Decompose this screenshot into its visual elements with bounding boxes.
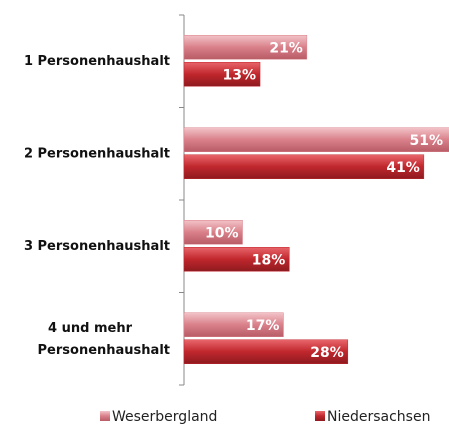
category-label: 2 Personenhaushalt xyxy=(24,146,170,161)
bar xyxy=(183,247,290,272)
category-label: 4 und mehr Personenhaushalt xyxy=(38,320,170,357)
value-label: 28% xyxy=(310,345,344,361)
bar xyxy=(183,62,261,87)
value-label: 18% xyxy=(252,252,286,268)
value-label: 21% xyxy=(269,40,303,56)
legend-swatch xyxy=(315,411,325,421)
bar xyxy=(183,127,449,152)
value-label: 13% xyxy=(223,67,257,83)
value-label: 10% xyxy=(205,225,239,241)
legend-label: Weserbergland xyxy=(112,409,217,425)
category-label: 3 Personenhaushalt xyxy=(24,239,170,254)
value-label: 51% xyxy=(409,133,443,149)
bar xyxy=(183,312,284,337)
legend-swatch xyxy=(100,411,110,421)
bar xyxy=(183,220,243,245)
value-label: 41% xyxy=(386,160,420,176)
value-label: 17% xyxy=(246,318,280,334)
bar xyxy=(183,154,425,179)
bar xyxy=(183,339,349,364)
bar xyxy=(183,35,308,60)
legend-label: Niedersachsen xyxy=(327,409,430,425)
category-label: 1 Personenhaushalt xyxy=(24,54,170,69)
